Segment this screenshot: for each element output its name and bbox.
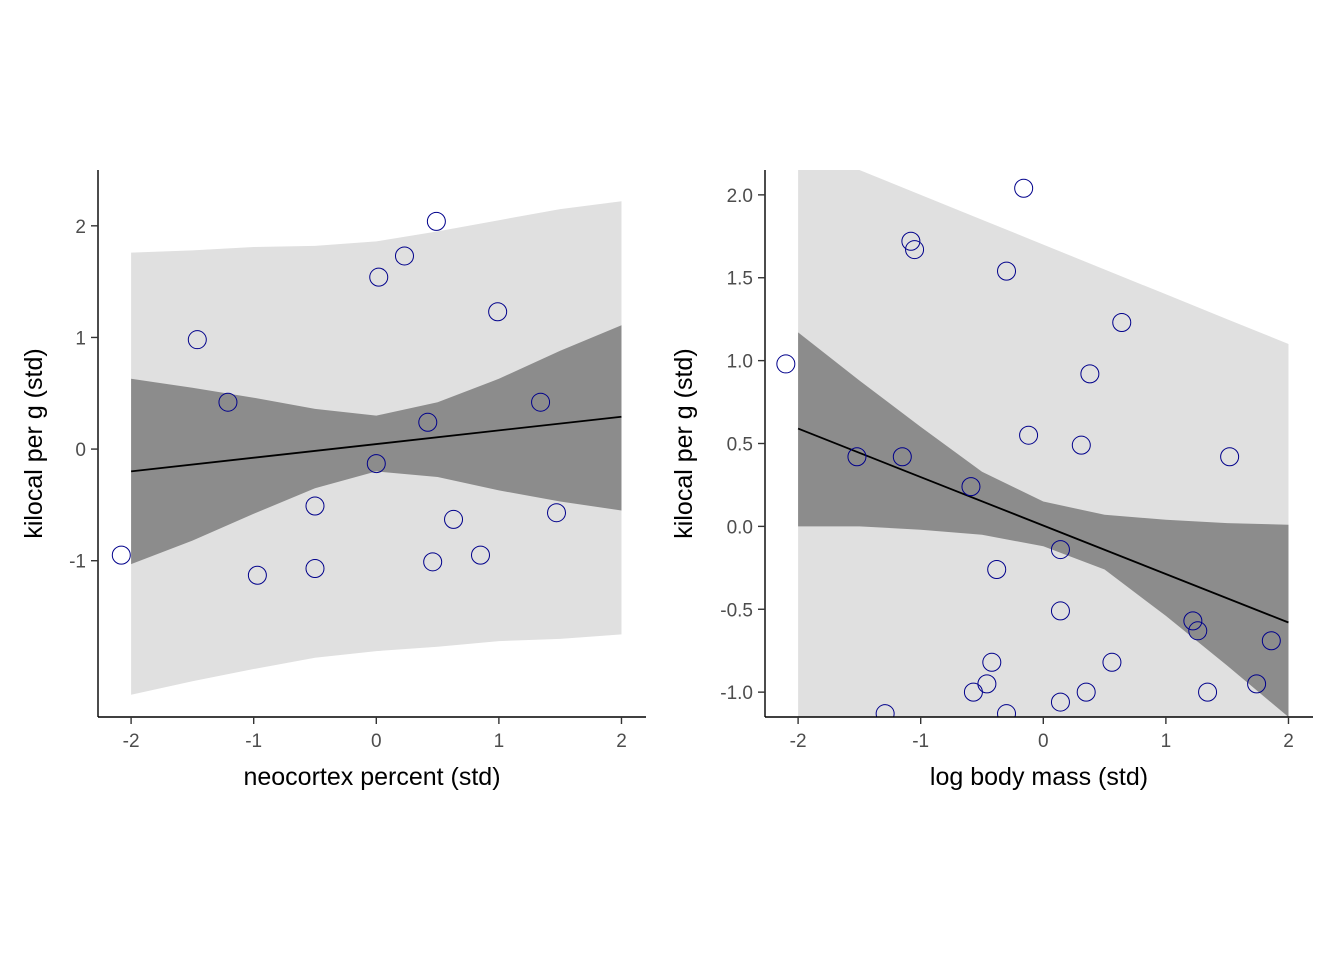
data-point bbox=[187, 330, 207, 350]
y-tick-label: 0.5 bbox=[727, 435, 753, 456]
y-tick-label: 2 bbox=[75, 217, 86, 238]
data-point bbox=[394, 246, 414, 266]
data-point bbox=[1188, 621, 1208, 641]
x-tick-label: 0 bbox=[371, 731, 382, 752]
data-point bbox=[875, 704, 895, 717]
data-point bbox=[1071, 435, 1091, 455]
x-tick-label: 2 bbox=[616, 731, 627, 752]
plot-area bbox=[111, 201, 622, 695]
data-point bbox=[977, 674, 997, 694]
data-point bbox=[218, 392, 238, 412]
data-point bbox=[366, 454, 386, 474]
y-tick-label: 0.0 bbox=[727, 517, 753, 538]
data-point bbox=[423, 552, 443, 572]
y-tick-label: 1.0 bbox=[727, 352, 753, 373]
x-tick-label: 1 bbox=[494, 731, 505, 752]
x-tick-label: -1 bbox=[245, 731, 262, 752]
data-point bbox=[247, 565, 267, 585]
data-point bbox=[961, 477, 981, 497]
mean-regression-line bbox=[797, 427, 1289, 624]
data-point bbox=[531, 392, 551, 412]
y-tick-label: -1 bbox=[69, 552, 86, 573]
data-point bbox=[111, 545, 131, 565]
data-point bbox=[547, 503, 567, 523]
data-point bbox=[1112, 312, 1132, 332]
data-point bbox=[1014, 178, 1034, 198]
data-point bbox=[1076, 682, 1096, 702]
y-tick-label: 1 bbox=[75, 328, 86, 349]
mean-regression-line bbox=[131, 415, 622, 473]
data-point bbox=[776, 354, 796, 374]
y-tick-label: -1.0 bbox=[720, 683, 753, 704]
data-point bbox=[1198, 682, 1218, 702]
y-axis-title: kilocal per g (std) bbox=[20, 348, 48, 538]
data-point bbox=[1050, 601, 1070, 621]
data-point bbox=[444, 509, 464, 529]
y-tick-label: 1.5 bbox=[727, 269, 753, 290]
x-axis-title: neocortex percent (std) bbox=[243, 763, 500, 791]
data-point bbox=[470, 545, 490, 565]
data-point bbox=[905, 240, 925, 260]
data-point bbox=[847, 447, 867, 467]
data-point bbox=[997, 704, 1017, 717]
data-point bbox=[892, 447, 912, 467]
x-tick-label: 1 bbox=[1161, 731, 1172, 752]
data-point bbox=[305, 559, 325, 579]
data-point bbox=[1247, 674, 1267, 694]
panel-body-mass: -2 -1 0 1 2 -1.0 -0.5 0.0 0.5 1.0 1.5 2.0 log body m… bbox=[670, 170, 1313, 791]
data-point bbox=[1261, 631, 1281, 651]
y-axis-title: kilocal per g (std) bbox=[670, 348, 698, 538]
data-point bbox=[1080, 364, 1100, 384]
y-tick-label: 2.0 bbox=[727, 186, 753, 207]
data-point bbox=[369, 267, 389, 287]
data-point bbox=[418, 412, 438, 432]
data-point bbox=[997, 261, 1017, 281]
x-tick-label: 0 bbox=[1038, 731, 1049, 752]
y-tick-label: 0 bbox=[75, 440, 86, 461]
data-point bbox=[1220, 447, 1240, 467]
data-point bbox=[1050, 540, 1070, 560]
y-tick-label: -0.5 bbox=[720, 600, 753, 621]
x-axis-title: log body mass (std) bbox=[930, 763, 1148, 791]
data-point bbox=[1183, 611, 1203, 631]
data-point bbox=[488, 302, 508, 322]
panel-neocortex: -2 -1 0 1 2 -1 0 1 2 neocortex percent (std) kiloc… bbox=[20, 170, 646, 791]
x-tick-label: 2 bbox=[1283, 731, 1294, 752]
data-point bbox=[982, 652, 1002, 672]
x-tick-label: -2 bbox=[123, 731, 140, 752]
data-point bbox=[1019, 425, 1039, 445]
data-point bbox=[1050, 692, 1070, 712]
data-point bbox=[901, 231, 921, 251]
data-point bbox=[426, 211, 446, 231]
plot-area bbox=[776, 170, 1289, 717]
data-point bbox=[987, 559, 1007, 579]
x-tick-label: -1 bbox=[912, 731, 929, 752]
data-point bbox=[1102, 652, 1122, 672]
data-point bbox=[305, 496, 325, 516]
x-tick-label: -2 bbox=[790, 731, 807, 752]
